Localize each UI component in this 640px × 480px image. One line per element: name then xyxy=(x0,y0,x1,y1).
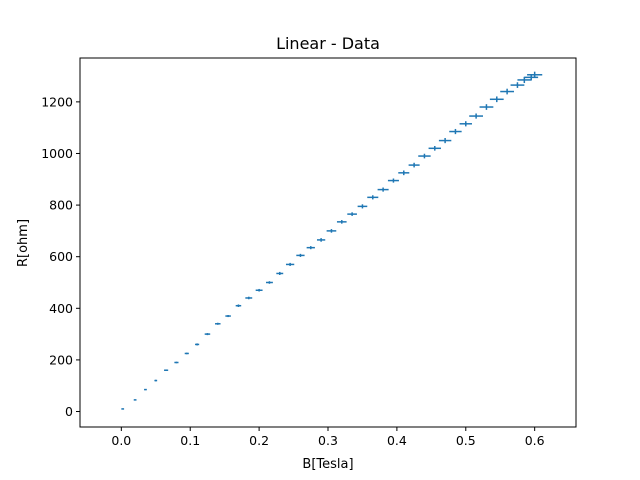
data-point xyxy=(215,322,221,325)
data-point xyxy=(154,379,158,382)
data-point xyxy=(398,170,410,176)
axes-frame xyxy=(79,57,577,428)
data-point xyxy=(469,113,483,119)
x-tick-label: 0.2 xyxy=(249,433,269,448)
x-axis: 0.0 0.1 0.2 0.3 0.4 0.5 0.6 xyxy=(111,427,545,448)
data-point xyxy=(326,229,337,233)
data-point xyxy=(479,104,494,110)
plot-area xyxy=(121,71,543,410)
x-tick-label: 0.4 xyxy=(387,433,407,448)
data-point xyxy=(418,153,431,159)
data-point xyxy=(500,88,514,95)
data-point xyxy=(510,82,525,88)
data-point xyxy=(387,178,399,183)
y-axis: 0 200 400 600 800 1000 1200 xyxy=(41,94,80,419)
data-point xyxy=(367,195,379,200)
data-point xyxy=(459,121,472,127)
data-point xyxy=(225,315,231,318)
data-point xyxy=(174,361,179,364)
x-tick-label: 0.1 xyxy=(180,433,200,448)
data-point xyxy=(296,253,305,257)
data-point xyxy=(133,399,137,401)
data-point xyxy=(121,408,125,410)
data-point xyxy=(438,137,452,144)
y-tick-label: 1000 xyxy=(41,146,73,161)
x-tick-label: 0.0 xyxy=(111,433,131,448)
data-point xyxy=(347,212,357,216)
data-point xyxy=(184,352,189,355)
y-tick-label: 200 xyxy=(49,352,73,367)
data-point xyxy=(255,288,263,292)
data-point xyxy=(204,333,211,336)
data-point xyxy=(449,128,462,135)
data-point xyxy=(164,369,169,372)
data-point xyxy=(377,187,389,192)
data-point xyxy=(316,238,326,242)
y-tick-label: 400 xyxy=(49,301,73,316)
x-tick-label: 0.5 xyxy=(456,433,476,448)
x-tick-label: 0.6 xyxy=(525,433,545,448)
data-point xyxy=(527,71,543,78)
y-tick-label: 800 xyxy=(49,198,73,213)
x-tick-label: 0.3 xyxy=(318,433,338,448)
chart-title: Linear - Data xyxy=(276,34,380,53)
data-point xyxy=(235,304,242,308)
data-point xyxy=(285,262,295,266)
data-point xyxy=(276,271,284,276)
data-point xyxy=(408,162,420,168)
x-axis-label: B[Tesla] xyxy=(302,457,353,472)
data-point xyxy=(266,281,273,284)
data-point xyxy=(428,145,441,151)
y-tick-label: 0 xyxy=(65,404,73,419)
data-point xyxy=(144,388,147,391)
data-point xyxy=(245,296,253,300)
data-point xyxy=(336,220,347,224)
y-tick-label: 1200 xyxy=(41,94,73,109)
data-point xyxy=(489,96,504,103)
y-tick-label: 600 xyxy=(49,249,73,264)
data-point xyxy=(195,343,200,346)
data-point xyxy=(357,204,368,209)
data-point xyxy=(306,246,315,250)
y-axis-label: R[ohm] xyxy=(16,219,31,267)
